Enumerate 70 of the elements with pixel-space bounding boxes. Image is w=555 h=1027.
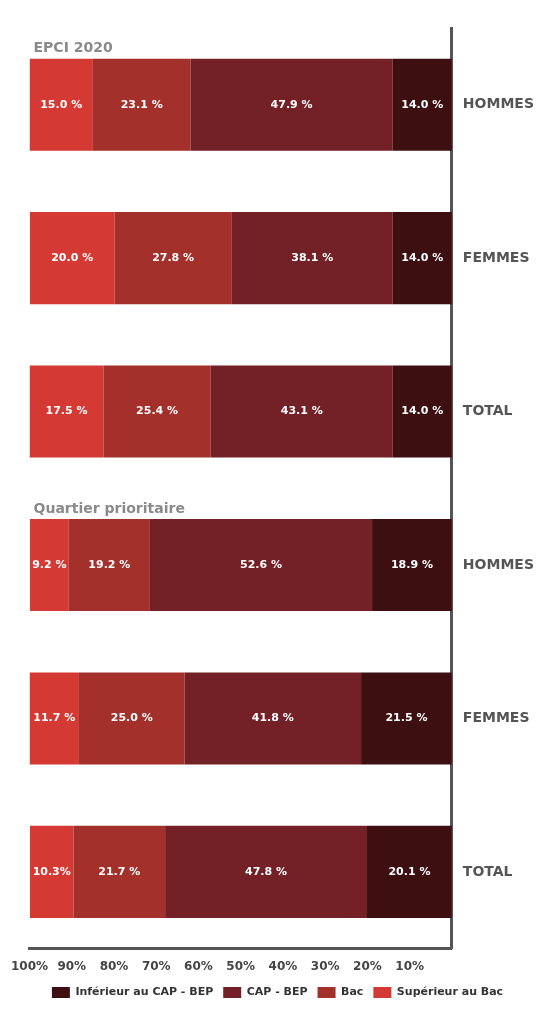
x-tick-label: 40%	[268, 958, 298, 973]
bar	[184, 672, 362, 765]
data-label: 21.7 %	[98, 864, 141, 878]
data-label: 14.0 %	[401, 97, 444, 111]
x-tick-label: 80%	[99, 958, 129, 973]
data-label: 9.2 %	[32, 557, 67, 571]
legend-label: Inférieur au CAP - BEP	[75, 985, 214, 999]
data-label: 20.1 %	[388, 864, 431, 878]
data-label: 14.0 %	[401, 404, 444, 418]
data-label: 21.5 %	[385, 711, 428, 725]
bar	[29, 672, 79, 765]
x-tick-label: 100%	[11, 958, 49, 973]
bar	[68, 518, 150, 612]
annotation: EPCI 2020	[33, 39, 113, 56]
data-label: 14.0 %	[401, 251, 444, 265]
data-label: 10.3%	[32, 864, 71, 878]
bar	[29, 365, 104, 458]
bar	[366, 825, 452, 918]
bar	[361, 672, 452, 765]
bar	[165, 825, 367, 918]
data-label: 25.4 %	[136, 404, 179, 418]
data-label: 41.8 %	[251, 711, 294, 725]
y-tick-label: TOTAL	[462, 862, 513, 879]
data-label: 23.1 %	[120, 97, 163, 111]
x-tick-label: 90%	[57, 958, 87, 973]
x-tick-label: 50%	[226, 958, 256, 973]
legend-label: Bac	[341, 985, 364, 999]
data-label: 47.8 %	[245, 864, 288, 878]
y-tick-label: HOMMES	[462, 555, 535, 572]
bar	[29, 825, 74, 918]
data-label: 17.5 %	[45, 404, 88, 418]
data-label: 11.7 %	[33, 711, 76, 725]
bar	[149, 518, 373, 612]
bar	[392, 58, 452, 151]
data-label: 43.1 %	[280, 404, 323, 418]
annotation: Quartier prioritaire	[33, 499, 185, 516]
bar	[73, 825, 166, 918]
y-tick-label: TOTAL	[462, 402, 513, 419]
bar	[190, 58, 393, 151]
x-tick-label: 10%	[395, 958, 425, 973]
x-tick-label: 70%	[141, 958, 171, 973]
data-label: 38.1 %	[291, 251, 334, 265]
y-tick-label: HOMMES	[462, 95, 535, 112]
bar	[29, 58, 93, 151]
bar	[103, 365, 211, 458]
legend-label: Supérieur au Bac	[396, 985, 504, 999]
bar	[231, 212, 393, 305]
bar	[29, 518, 69, 612]
data-label: 15.0 %	[40, 97, 83, 111]
bar	[29, 212, 115, 305]
y-tick-label: FEMMES	[462, 248, 530, 265]
data-label: 27.8 %	[152, 251, 195, 265]
data-label: 52.6 %	[239, 557, 282, 571]
data-label: 19.2 %	[88, 557, 131, 571]
bar	[392, 365, 452, 458]
bar	[372, 518, 452, 612]
bar	[210, 365, 393, 458]
x-tick-label: 30%	[310, 958, 340, 973]
data-label: 20.0 %	[51, 251, 94, 265]
bar	[78, 672, 185, 765]
legend-label: CAP - BEP	[246, 985, 308, 999]
data-label: 25.0 %	[110, 711, 153, 725]
bar	[392, 212, 452, 305]
data-label: 18.9 %	[390, 557, 433, 571]
x-tick-label: 60%	[184, 958, 213, 973]
x-tick-label: 20%	[353, 958, 382, 973]
data-label: 47.9 %	[270, 97, 313, 111]
bar	[114, 212, 232, 305]
bar	[92, 58, 191, 151]
y-tick-label: FEMMES	[462, 709, 530, 726]
